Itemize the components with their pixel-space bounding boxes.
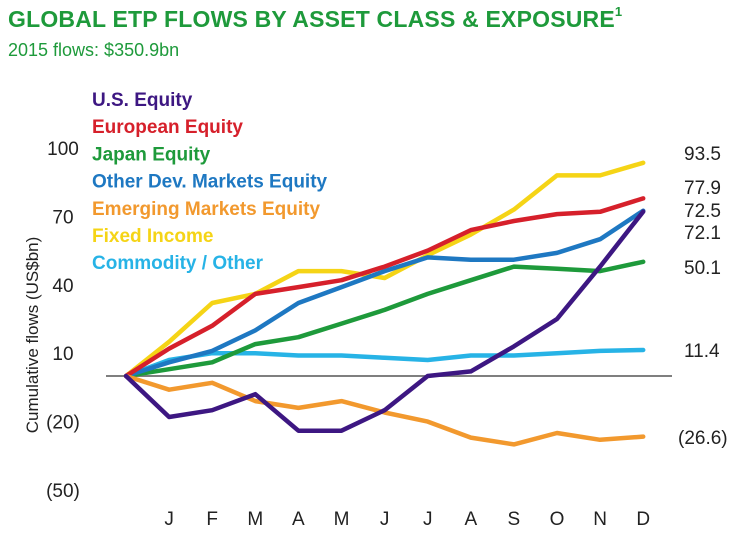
end-value-label: 50.1: [684, 258, 721, 279]
series-line-u-s-equity: [123, 209, 646, 433]
y-axis-title: Cumulative flows (US$bn): [23, 237, 42, 434]
x-tick-label: A: [464, 509, 477, 530]
x-tick-label: F: [206, 509, 218, 530]
legend-entry: European Equity: [92, 117, 243, 138]
series-line-other-dev-markets-equity: [123, 208, 646, 379]
legend-entry: Other Dev. Markets Equity: [92, 172, 328, 193]
end-value-label: 93.5: [684, 144, 721, 165]
legend-entry: Emerging Markets Equity: [92, 199, 320, 220]
x-tick-label: O: [550, 509, 565, 530]
x-tick-label: M: [247, 509, 263, 530]
chart-subtitle: 2015 flows: $350.9bn: [8, 40, 180, 60]
series-line-fixed-income: [123, 160, 646, 379]
y-tick-label: 10: [52, 344, 73, 365]
legend-entry: Japan Equity: [92, 144, 211, 165]
x-tick-label: S: [508, 509, 521, 530]
end-value-label: (26.6): [678, 428, 728, 449]
end-value-label: 72.5: [684, 201, 721, 222]
y-tick-label: 40: [52, 276, 73, 297]
series-lines: [123, 160, 646, 447]
x-tick-label: J: [423, 509, 433, 530]
x-tick-label: A: [292, 509, 305, 530]
x-tick-label: J: [380, 509, 390, 530]
x-tick-label: J: [164, 509, 174, 530]
legend-entry: U.S. Equity: [92, 90, 193, 111]
legend-entry: Commodity / Other: [92, 253, 264, 274]
x-tick-label: D: [636, 509, 650, 530]
chart-title: GLOBAL ETP FLOWS BY ASSET CLASS & EXPOSU…: [8, 4, 623, 32]
x-tick-label: N: [593, 509, 607, 530]
series-line-european-equity: [123, 196, 646, 379]
y-tick-label: (20): [46, 413, 80, 434]
y-tick-label: 100: [47, 139, 79, 160]
series-line-japan-equity: [123, 259, 646, 379]
end-value-labels: 72.1 77.9 50.1 72.5 (26.6) 93.5 11.4: [678, 144, 728, 449]
end-value-label: 11.4: [684, 341, 720, 362]
y-axis-ticks: 100 70 40 10 (20) (50): [46, 139, 80, 502]
legend-entry: Fixed Income: [92, 226, 213, 247]
end-value-label: 77.9: [684, 178, 721, 199]
y-tick-label: 70: [52, 207, 73, 228]
x-tick-label: M: [334, 509, 350, 530]
end-value-label: 72.1: [684, 223, 721, 244]
y-axis-title-group: Cumulative flows (US$bn): [23, 237, 42, 434]
legend: U.S. Equity European Equity Japan Equity Ot…: [92, 90, 328, 274]
y-tick-label: (50): [46, 481, 80, 502]
title-footnote-marker: 1: [614, 4, 623, 19]
